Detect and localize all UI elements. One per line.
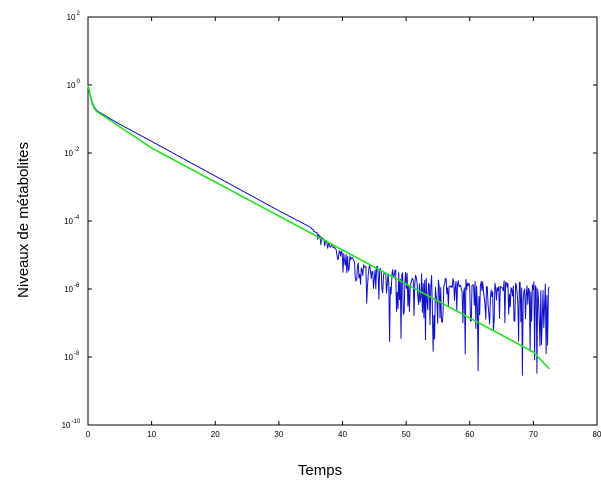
x-tick-label: 30	[274, 430, 283, 439]
x-tick-label: 70	[529, 430, 538, 439]
y-tick-label: 10	[62, 421, 71, 430]
series-line-1	[87, 84, 550, 376]
y-tick-exponent: -4	[74, 215, 80, 221]
y-tick-label: 10	[64, 217, 73, 226]
x-tick-label: 60	[465, 430, 474, 439]
x-axis-title: Temps	[298, 462, 342, 479]
y-tick-label: 10	[64, 353, 73, 362]
x-tick-label: 0	[86, 430, 91, 439]
y-tick-label: 10	[64, 149, 73, 158]
plot-area	[87, 16, 598, 426]
y-tick-exponent: 2	[77, 11, 81, 17]
y-tick-exponent: -6	[74, 283, 80, 289]
x-tick-label: 10	[147, 430, 156, 439]
y-tick-exponent: -2	[74, 147, 80, 153]
plot-series	[87, 84, 550, 376]
y-tick-exponent: -8	[74, 351, 80, 357]
y-tick-label: 10	[67, 13, 76, 22]
x-tick-label: 20	[211, 430, 220, 439]
y-tick-label: 10	[67, 81, 76, 90]
y-tick-label: 10	[64, 285, 73, 294]
x-tick-label: 40	[338, 430, 347, 439]
series-line-2	[87, 84, 550, 370]
y-tick-exponent: -10	[72, 419, 81, 425]
y-axis-title: Niveaux de métabolites	[15, 142, 32, 298]
x-tick-label: 50	[402, 430, 411, 439]
y-tick-exponent: 0	[77, 79, 81, 85]
x-tick-label: 80	[593, 430, 601, 439]
